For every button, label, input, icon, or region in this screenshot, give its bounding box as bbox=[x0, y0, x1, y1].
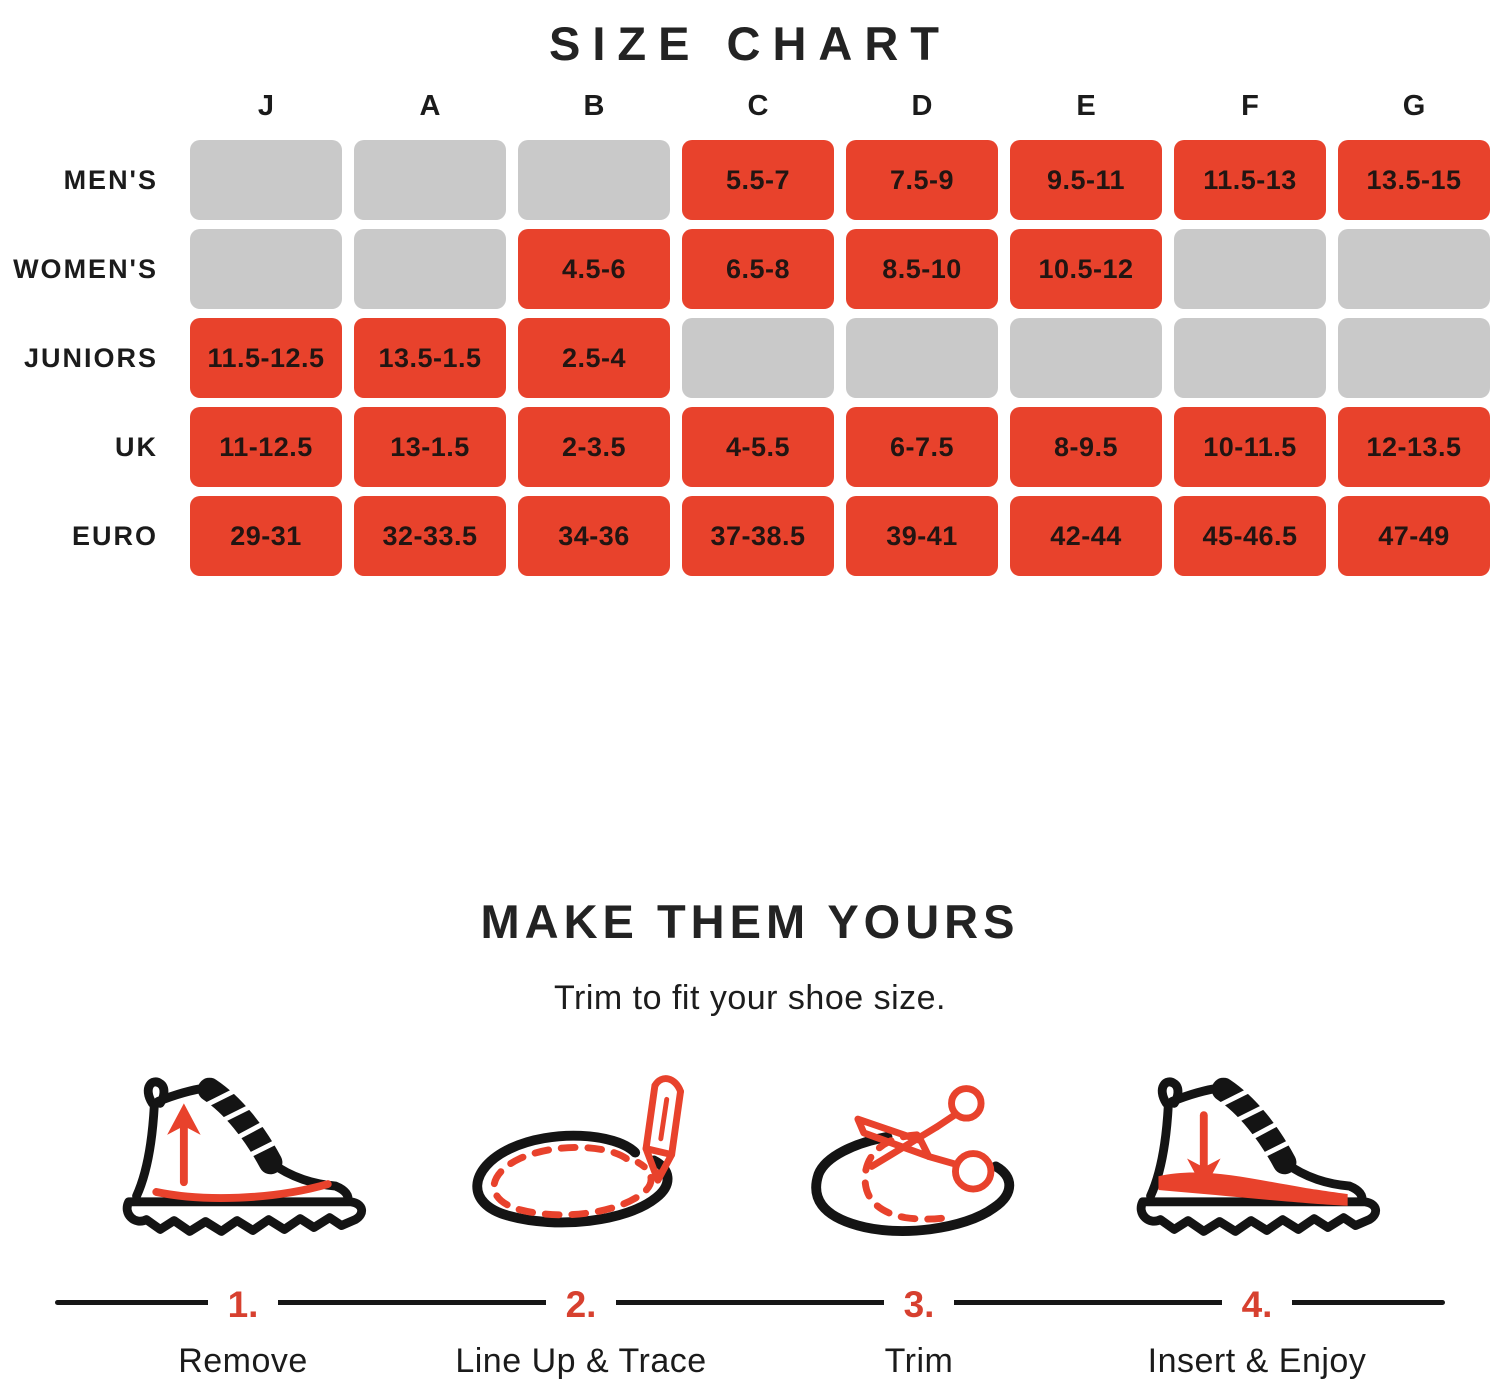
step-number: 2. bbox=[545, 1282, 617, 1328]
size-cell-empty bbox=[354, 229, 506, 309]
size-cell: 29-31 bbox=[190, 496, 342, 576]
size-cell: 47-49 bbox=[1338, 496, 1490, 576]
size-cell: 5.5-7 bbox=[682, 140, 834, 220]
step-label: Trim bbox=[884, 1342, 954, 1380]
row-label-juniors: JUNIORS bbox=[23, 342, 158, 373]
size-cell: 11-12.5 bbox=[190, 407, 342, 487]
row-label-uk: UK bbox=[115, 431, 158, 462]
size-cell: 8-9.5 bbox=[1010, 407, 1162, 487]
size-cell: 6-7.5 bbox=[846, 407, 998, 487]
steps-area: 1. Remove bbox=[0, 1058, 1500, 1381]
row-label-euro: EURO bbox=[71, 520, 158, 551]
size-cell: 12-13.5 bbox=[1338, 407, 1490, 487]
step-label: Insert & Enjoy bbox=[1147, 1342, 1367, 1380]
size-cell: 2.5-4 bbox=[518, 318, 670, 398]
column-header-d: D bbox=[911, 90, 933, 122]
size-cell: 8.5-10 bbox=[846, 229, 998, 309]
boot-insert-insole-icon bbox=[1107, 1058, 1407, 1260]
size-cell-empty bbox=[1174, 318, 1326, 398]
size-cell-empty bbox=[682, 318, 834, 398]
row-label-mens: MEN'S bbox=[63, 164, 158, 195]
column-header-a: A bbox=[419, 90, 441, 122]
size-cell: 9.5-11 bbox=[1010, 140, 1162, 220]
size-chart-title: SIZE CHART bbox=[549, 17, 951, 70]
size-cell-empty bbox=[1010, 318, 1162, 398]
size-cell: 42-44 bbox=[1010, 496, 1162, 576]
instructions-title: MAKE THEM YOURS bbox=[480, 895, 1020, 948]
size-cell: 37-38.5 bbox=[682, 496, 834, 576]
size-cell: 11.5-12.5 bbox=[190, 318, 342, 398]
boot-remove-insole-icon bbox=[93, 1058, 393, 1260]
column-header-g: G bbox=[1402, 90, 1426, 122]
size-cell: 13-1.5 bbox=[354, 407, 506, 487]
step-line-up-trace: 2. Line Up & Trace bbox=[412, 1058, 750, 1381]
step-number: 3. bbox=[883, 1282, 955, 1328]
size-cell-empty bbox=[190, 229, 342, 309]
steps-divider-line bbox=[55, 1300, 1445, 1305]
column-header-e: E bbox=[1076, 90, 1096, 122]
step-label: Remove bbox=[178, 1342, 308, 1380]
size-cell-empty bbox=[1338, 229, 1490, 309]
step-number: 4. bbox=[1221, 1282, 1293, 1328]
size-cell-empty bbox=[354, 140, 506, 220]
size-cell: 4.5-6 bbox=[518, 229, 670, 309]
column-header-j: J bbox=[257, 90, 275, 122]
size-cell: 34-36 bbox=[518, 496, 670, 576]
column-header-b: B bbox=[583, 90, 605, 122]
steps-grid: 1. Remove bbox=[74, 1058, 1426, 1381]
size-cell: 2-3.5 bbox=[518, 407, 670, 487]
instructions-section: MAKE THEM YOURS Trim to fit your shoe si… bbox=[0, 894, 1500, 1381]
size-cell: 10.5-12 bbox=[1010, 229, 1162, 309]
size-cell-empty bbox=[846, 318, 998, 398]
column-header-f: F bbox=[1241, 90, 1259, 122]
step-number: 1. bbox=[207, 1282, 279, 1328]
insole-pencil-trace-icon bbox=[431, 1058, 731, 1260]
size-cell: 10-11.5 bbox=[1174, 407, 1326, 487]
column-header-c: C bbox=[747, 90, 769, 122]
row-label-womens: WOMEN'S bbox=[13, 253, 158, 284]
size-cell: 7.5-9 bbox=[846, 140, 998, 220]
size-cell: 11.5-13 bbox=[1174, 140, 1326, 220]
size-cell-empty bbox=[190, 140, 342, 220]
step-trim: 3. Trim bbox=[750, 1058, 1088, 1381]
size-cell: 45-46.5 bbox=[1174, 496, 1326, 576]
size-cell: 32-33.5 bbox=[354, 496, 506, 576]
size-cell: 6.5-8 bbox=[682, 229, 834, 309]
size-cell: 13.5-1.5 bbox=[354, 318, 506, 398]
size-cell: 4-5.5 bbox=[682, 407, 834, 487]
size-cell: 13.5-15 bbox=[1338, 140, 1490, 220]
size-cell-empty bbox=[518, 140, 670, 220]
instructions-subtitle: Trim to fit your shoe size. bbox=[553, 979, 946, 1017]
step-insert-enjoy: 4. Insert & Enjoy bbox=[1088, 1058, 1426, 1381]
size-cell-empty bbox=[1174, 229, 1326, 309]
size-chart-grid: J A B C D E F G MEN'S 5.5-7 7.5-9 9.5-11 11.5-13 13.5… bbox=[10, 85, 1490, 576]
size-cell-empty bbox=[1338, 318, 1490, 398]
size-cell: 39-41 bbox=[846, 496, 998, 576]
insole-scissors-trim-icon bbox=[769, 1058, 1069, 1260]
step-remove: 1. Remove bbox=[74, 1058, 412, 1381]
grid-corner-spacer bbox=[10, 85, 178, 131]
step-label: Line Up & Trace bbox=[455, 1342, 707, 1380]
